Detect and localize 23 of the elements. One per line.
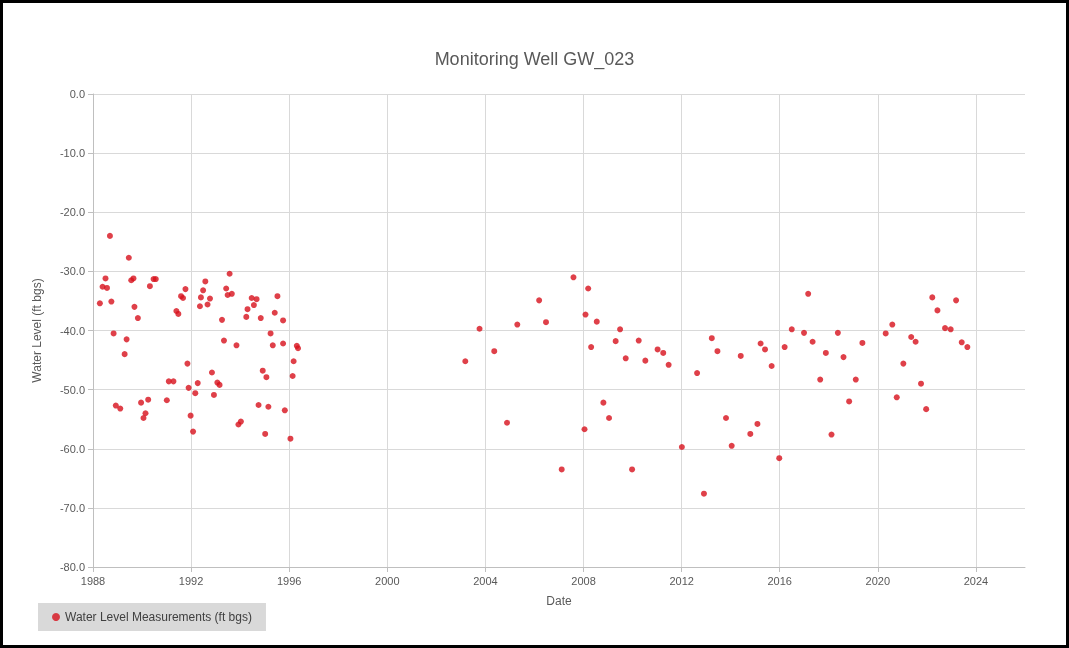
x-tick-label: 2024 — [963, 574, 989, 587]
x-tick-label: 2008 — [571, 574, 596, 587]
y-tick-label: -80.0 — [59, 561, 85, 573]
y-tick-label: -30.0 — [59, 265, 85, 278]
y-tick-label: -10.0 — [59, 147, 85, 160]
x-tick-label: 1996 — [276, 574, 302, 587]
y-axis-title: Water Level (ft bgs) — [30, 278, 44, 383]
x-axis-title: Date — [546, 594, 572, 608]
x-tick-label: 2020 — [865, 574, 891, 587]
chart-title: Monitoring Well GW_023 — [434, 49, 635, 70]
x-tick-label: 2016 — [767, 574, 792, 587]
y-tick-label: -20.0 — [59, 206, 85, 219]
y-tick-label: -60.0 — [59, 442, 85, 455]
x-tick-label: 2000 — [375, 574, 400, 587]
x-tick-label: 1988 — [80, 574, 106, 587]
y-tick-label: -70.0 — [59, 501, 85, 514]
legend-label: Water Level Measurements (ft bgs) — [65, 610, 252, 624]
x-tick-label: 2004 — [473, 574, 498, 587]
x-tick-label: 2012 — [669, 574, 694, 587]
y-tick-label: -40.0 — [59, 324, 85, 337]
y-tick-label: -50.0 — [59, 383, 85, 396]
x-tick-label: 1992 — [178, 574, 204, 587]
y-tick-label: 0.0 — [69, 88, 85, 100]
